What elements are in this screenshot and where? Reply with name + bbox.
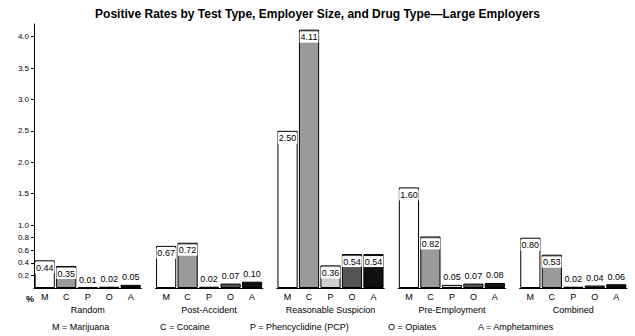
svg-text:0.67: 0.67 (157, 248, 175, 258)
svg-text:C = Cocaine: C = Cocaine (160, 322, 210, 332)
svg-text:0.80: 0.80 (522, 240, 540, 250)
svg-text:A: A (613, 292, 619, 302)
svg-text:0.6: 0.6 (18, 246, 30, 255)
svg-text:0.04: 0.04 (586, 273, 604, 283)
svg-text:4.11: 4.11 (301, 32, 318, 42)
svg-text:Reasonable Suspicion: Reasonable Suspicion (286, 305, 376, 315)
svg-text:Positive Rates by Test Type, E: Positive Rates by Test Type, Employer Si… (95, 7, 540, 21)
svg-text:P: P (449, 292, 455, 302)
svg-text:1.0: 1.0 (18, 221, 30, 230)
svg-text:0.06: 0.06 (607, 272, 625, 282)
svg-text:O: O (470, 292, 477, 302)
svg-text:0.4: 0.4 (18, 258, 30, 267)
svg-text:0.54: 0.54 (343, 257, 361, 267)
svg-text:0.8: 0.8 (18, 233, 30, 242)
svg-text:2.5: 2.5 (18, 126, 30, 135)
svg-text:Pre-Employment: Pre-Employment (418, 305, 486, 315)
svg-text:Random: Random (71, 305, 105, 315)
svg-text:0.01: 0.01 (79, 275, 97, 285)
svg-text:3.5: 3.5 (18, 64, 30, 73)
svg-text:0.02: 0.02 (565, 274, 583, 284)
svg-text:0.36: 0.36 (322, 268, 340, 278)
svg-text:M: M (162, 292, 170, 302)
svg-text:0.82: 0.82 (422, 239, 440, 249)
svg-text:P = Phencyclidine (PCP): P = Phencyclidine (PCP) (250, 322, 349, 332)
svg-text:0.02: 0.02 (100, 274, 118, 284)
svg-text:0.10: 0.10 (243, 269, 261, 279)
svg-text:0.02: 0.02 (200, 274, 218, 284)
svg-text:3.0: 3.0 (18, 95, 30, 104)
svg-text:P: P (327, 292, 333, 302)
svg-text:P: P (570, 292, 576, 302)
svg-text:O: O (591, 292, 598, 302)
svg-text:0.35: 0.35 (57, 269, 75, 279)
svg-text:0.05: 0.05 (122, 272, 140, 282)
svg-text:4.0: 4.0 (18, 32, 30, 41)
svg-text:M = Marijuana: M = Marijuana (52, 322, 109, 332)
svg-text:A: A (370, 292, 376, 302)
svg-text:A: A (128, 292, 134, 302)
svg-text:Post-Accident: Post-Accident (181, 305, 237, 315)
svg-text:M: M (527, 292, 535, 302)
svg-text:0.05: 0.05 (443, 272, 461, 282)
svg-text:0.54: 0.54 (365, 257, 383, 267)
svg-text:0.44: 0.44 (36, 263, 54, 273)
svg-text:P: P (206, 292, 212, 302)
svg-text:%: % (26, 294, 34, 304)
svg-text:A: A (492, 292, 498, 302)
svg-text:O = Opiates: O = Opiates (388, 322, 437, 332)
svg-text:P: P (85, 292, 91, 302)
svg-text:C: C (549, 292, 556, 302)
svg-text:A = Amphetamines: A = Amphetamines (478, 322, 554, 332)
svg-text:0.07: 0.07 (465, 271, 483, 281)
svg-text:1.60: 1.60 (400, 190, 418, 200)
svg-text:0.53: 0.53 (543, 257, 561, 267)
svg-text:M: M (405, 292, 413, 302)
svg-text:Combined: Combined (553, 305, 594, 315)
svg-text:M: M (284, 292, 292, 302)
svg-text:C: C (306, 292, 313, 302)
svg-text:0.2: 0.2 (18, 271, 30, 280)
svg-text:M: M (41, 292, 49, 302)
svg-text:C: C (427, 292, 434, 302)
svg-text:2.50: 2.50 (279, 133, 297, 143)
svg-text:2.0: 2.0 (18, 158, 30, 167)
svg-text:0.07: 0.07 (222, 271, 240, 281)
svg-text:O: O (348, 292, 355, 302)
svg-text:0.72: 0.72 (179, 245, 197, 255)
svg-text:C: C (184, 292, 191, 302)
svg-text:0.08: 0.08 (486, 270, 504, 280)
svg-text:A: A (249, 292, 255, 302)
svg-text:O: O (106, 292, 113, 302)
svg-text:C: C (63, 292, 70, 302)
svg-text:1.5: 1.5 (18, 189, 30, 198)
svg-text:O: O (227, 292, 234, 302)
